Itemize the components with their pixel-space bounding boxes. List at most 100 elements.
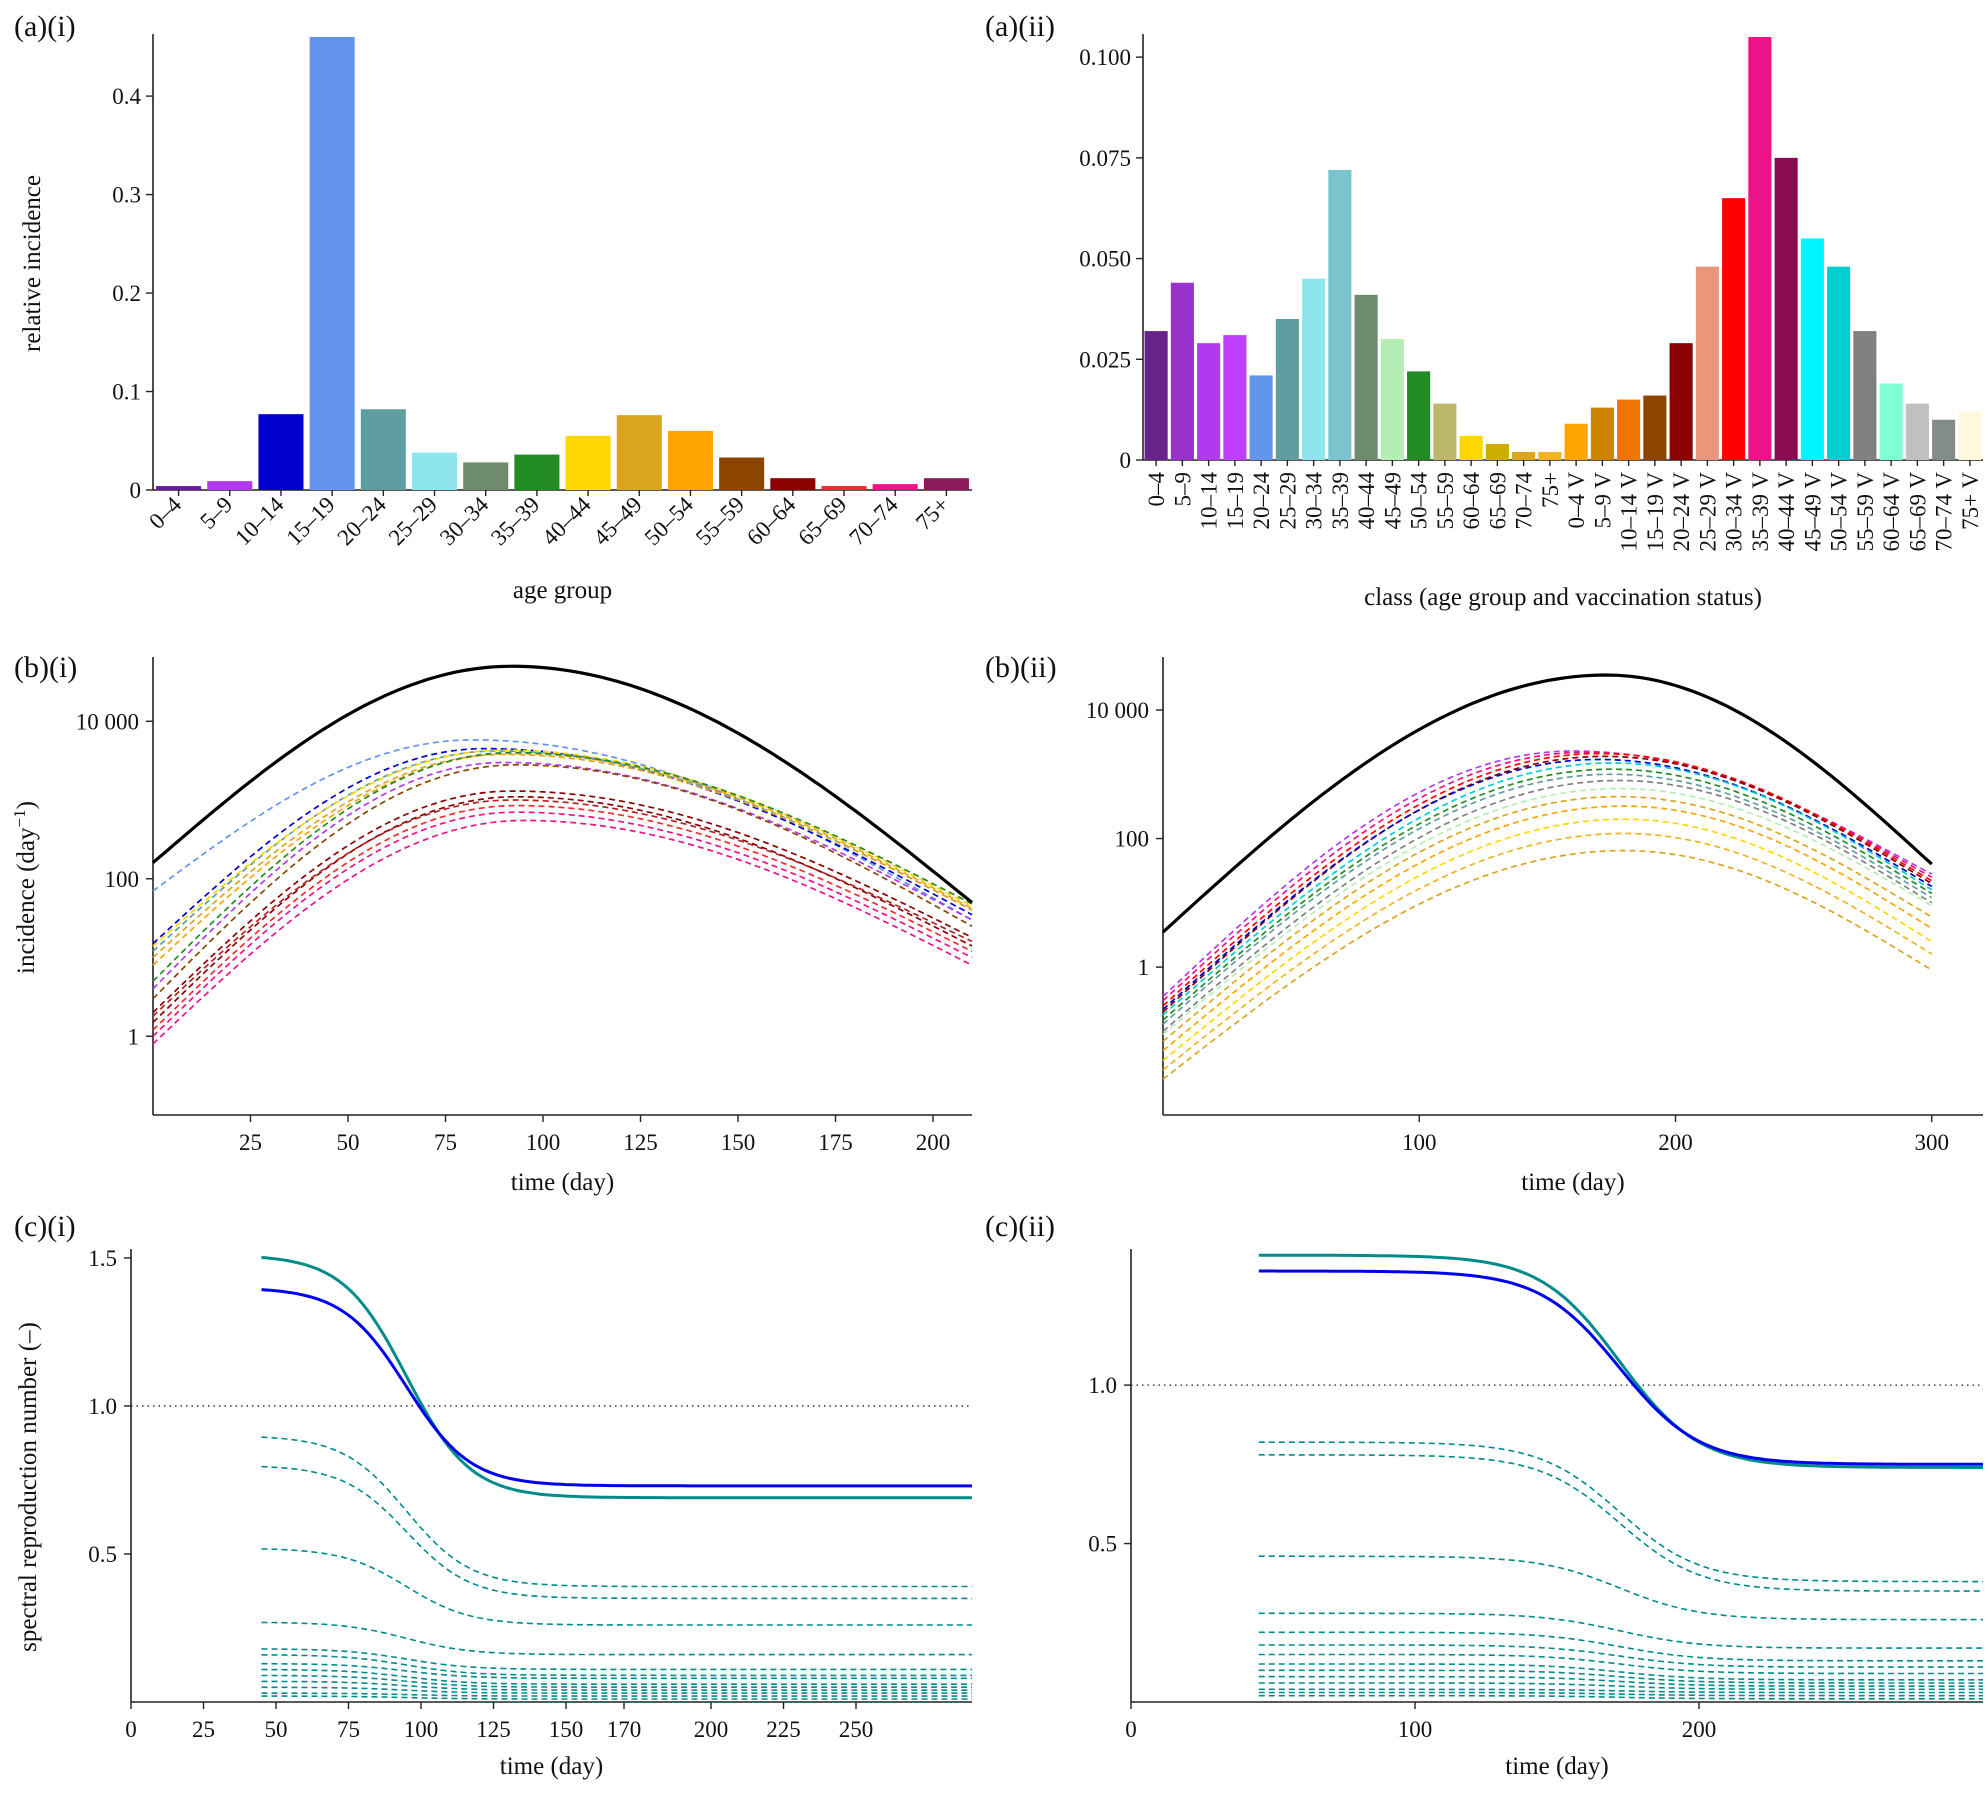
a_ii-xtick-label: 5–9 V [1590, 472, 1615, 529]
a_ii-bar [1512, 451, 1536, 460]
a_i-bar [719, 457, 765, 490]
c_i-dashed-series-3 [261, 1621, 972, 1656]
a_ii-xtick-label: 10–14 [1197, 472, 1222, 530]
b_ii-xtick-label: 100 [1402, 1130, 1437, 1155]
a_ii-bar [1774, 157, 1798, 460]
a_ii-xtick-label: 70–74 V [1932, 472, 1957, 552]
a_i-ytick-label: 0.4 [112, 84, 141, 109]
b_i-xtick-label: 125 [623, 1130, 658, 1155]
b_i-series-11 [152, 799, 973, 1017]
a_ii-xtick-label: 25–29 [1275, 472, 1300, 530]
a_ii-xtick-label: 50–54 V [1827, 472, 1852, 552]
a_ii-bar [1459, 435, 1483, 460]
c_i-dashed-series-11 [261, 1692, 972, 1697]
a_i-xtick-label: 60–64 [742, 492, 801, 551]
c_ii-dashed-series-13 [1258, 1694, 1983, 1700]
c_i-xtick-label: 100 [404, 1717, 439, 1742]
b_ii-series-0 [1162, 750, 1933, 998]
c_ii-dashed-series-1 [1258, 1454, 1983, 1592]
a_i-bar [156, 486, 202, 490]
a_i-xtick-label: 15–19 [281, 492, 339, 550]
b_ii-series-4 [1162, 758, 1933, 1011]
a_ii-xtick-label: 20–24 V [1669, 472, 1694, 552]
b_ii-ytick-label: 10 000 [1086, 698, 1149, 723]
b_i-xtick-label: 150 [721, 1130, 756, 1155]
b_ii-series-12 [1162, 818, 1933, 1062]
b_ii-series-8 [1162, 779, 1933, 1033]
b_ii-xtick-label: 300 [1915, 1130, 1950, 1155]
b_ii-series-10 [1162, 795, 1933, 1042]
a_ii-xtick-label: 5–9 [1170, 472, 1195, 507]
c_i-dashed-series-4 [261, 1648, 972, 1671]
a_ii-xtick-label: 30–34 [1302, 472, 1327, 530]
c_ii-solid-series-0 [1258, 1253, 1983, 1469]
a_i-bar [616, 415, 662, 490]
a_ii-xtick-label: 35–39 V [1748, 472, 1773, 552]
a_i-bar [872, 484, 918, 490]
a_i-bar [923, 478, 969, 490]
c_ii-dashed-series-6 [1258, 1653, 1983, 1675]
c_i-solid-series-1 [261, 1288, 972, 1488]
a_i-bar [463, 462, 509, 490]
c_i-ytick-label: 1.0 [88, 1394, 117, 1419]
b_ii-series-14 [1162, 849, 1933, 1080]
a_ii-xtick-label: 55–59 [1433, 472, 1458, 530]
a_ii-xtick-label: 40–44 V [1774, 472, 1799, 552]
c_ii-xtick-label: 100 [1398, 1717, 1433, 1742]
b_ii-series-5 [1162, 762, 1933, 1016]
a_ii-xtick-label: 60–64 V [1879, 472, 1904, 552]
a_i-bar [514, 454, 560, 490]
a_i-xtick-label: 0–4 [144, 492, 186, 534]
b_i-ytick-label: 10 000 [76, 709, 139, 734]
a_ii-ytick-label: 0.075 [1079, 146, 1131, 171]
c_i-dashed-series-9 [261, 1680, 972, 1691]
a_i-bar [667, 430, 713, 490]
b_i-series-10 [152, 795, 973, 1024]
a_i-xtick-label: 45–49 [588, 492, 646, 550]
c_i-xtick-label: 0 [125, 1717, 137, 1742]
a_ii-bar [1407, 371, 1431, 460]
a_i-xtick-label: 75+ [911, 492, 954, 535]
c_ii-ytick-label: 0.5 [1088, 1532, 1117, 1557]
a_ii-bar [1170, 282, 1194, 460]
a_i-bar [770, 478, 816, 490]
panel-label-b-ii: (b)(ii) [985, 651, 1057, 684]
c_ii-dashed-series-5 [1258, 1644, 1983, 1668]
b_i-xtick-label: 100 [526, 1130, 561, 1155]
b_i-series-14 [152, 819, 973, 1045]
b_ii-total-line [1161, 673, 1933, 934]
a_ii-bar [1564, 423, 1588, 460]
a_ii-bar [1958, 411, 1982, 460]
a_i-xtick-label: 35–39 [486, 492, 544, 550]
c_i-x-label: time (day) [500, 1753, 603, 1780]
c_ii-xtick-label: 0 [1125, 1717, 1137, 1742]
a_ii-bar [1380, 339, 1404, 460]
c_i-xtick-label: 250 [839, 1717, 874, 1742]
b_i-series-6 [152, 751, 973, 982]
a_i-ytick-label: 0 [130, 478, 142, 503]
c_i-xtick-label: 200 [694, 1717, 729, 1742]
b_ii-series-9 [1162, 787, 1933, 1035]
c_i-solid-series-0 [261, 1256, 972, 1500]
a_ii-bar [1590, 407, 1614, 460]
c_i-dashed-series-0 [261, 1436, 972, 1588]
c_ii-dashed-series-2 [1258, 1555, 1983, 1621]
b_i-series-9 [152, 790, 973, 1014]
b_ii-xtick-label: 200 [1658, 1130, 1693, 1155]
b_ii-series-13 [1162, 832, 1933, 1071]
a_i-xtick-label: 10–14 [230, 492, 289, 551]
c_ii-dashed-series-4 [1258, 1631, 1983, 1662]
c_i-xtick-label: 170 [607, 1717, 642, 1742]
a_ii-xtick-label: 65–69 [1485, 472, 1510, 530]
b_ii-series-2 [1162, 752, 1933, 1007]
panel-label-b-i: (b)(i) [14, 651, 77, 684]
b_i-series-12 [152, 804, 973, 1031]
b_ii-ytick-label: 1 [1138, 955, 1150, 980]
a_i-xtick-label: 65–69 [793, 492, 851, 550]
a_ii-xtick-label: 45–49 V [1800, 472, 1825, 552]
a_ii-bar [1275, 319, 1299, 460]
a_ii-bar [1538, 451, 1562, 460]
a_i-bar [360, 409, 406, 490]
a_i-ytick-label: 0.1 [112, 380, 141, 405]
